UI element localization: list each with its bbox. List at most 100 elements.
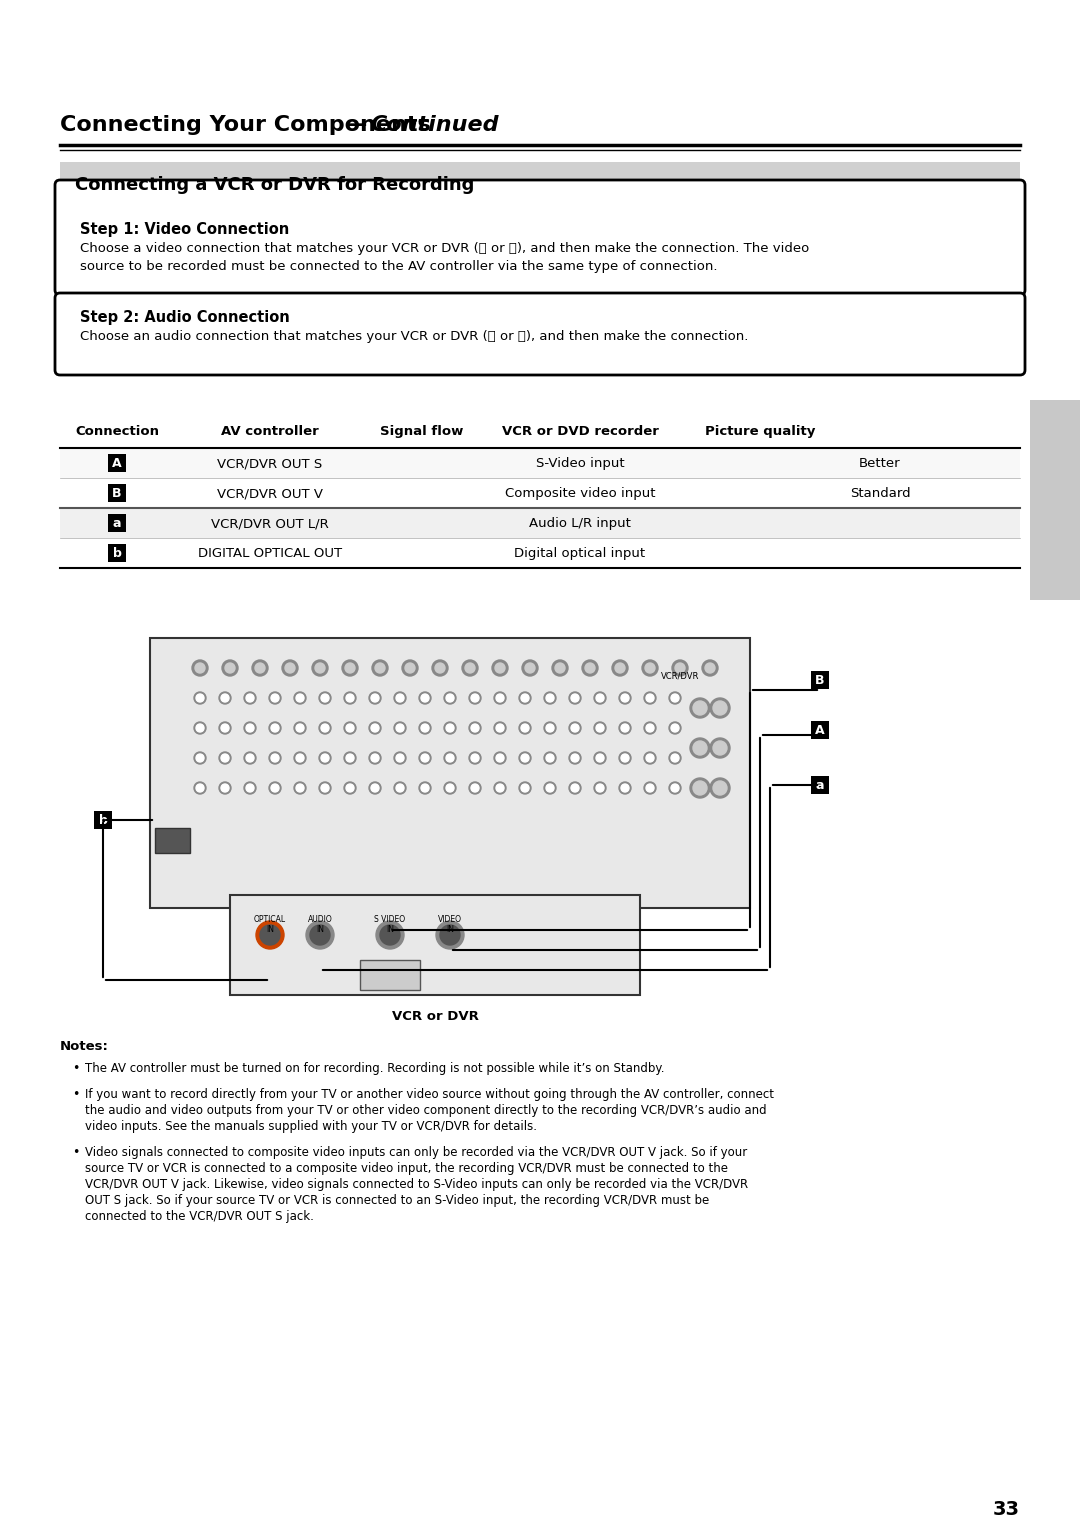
Text: VCR/DVR OUT V jack. Likewise, video signals connected to S-Video inputs can only: VCR/DVR OUT V jack. Likewise, video sign… [85, 1178, 748, 1190]
Bar [60, 538, 1020, 568]
Circle shape [396, 784, 404, 792]
Circle shape [621, 724, 629, 732]
Text: b: b [112, 547, 121, 559]
Circle shape [646, 694, 654, 701]
Text: VCR/DVR: VCR/DVR [661, 671, 699, 680]
Circle shape [690, 738, 710, 758]
Circle shape [315, 663, 325, 672]
Circle shape [244, 782, 256, 795]
Circle shape [569, 752, 581, 764]
Circle shape [345, 723, 356, 733]
Circle shape [444, 752, 456, 764]
Bar [94, 811, 112, 830]
Text: Step 1: Video Connection: Step 1: Video Connection [80, 222, 289, 237]
Circle shape [644, 692, 656, 704]
Text: B: B [815, 674, 825, 686]
Bar [1030, 400, 1080, 601]
Circle shape [444, 723, 456, 733]
Text: —: — [345, 115, 367, 134]
Circle shape [221, 724, 229, 732]
Circle shape [244, 692, 256, 704]
Circle shape [369, 752, 381, 764]
Circle shape [446, 784, 454, 792]
Circle shape [296, 784, 303, 792]
Circle shape [375, 663, 384, 672]
Circle shape [219, 752, 231, 764]
Circle shape [646, 784, 654, 792]
Circle shape [619, 692, 631, 704]
Text: S VIDEO
IN: S VIDEO IN [375, 915, 406, 935]
Text: Choose an audio connection that matches your VCR or DVR (ⓐ or ⓑ), and then make : Choose an audio connection that matches … [80, 330, 748, 342]
Circle shape [296, 694, 303, 701]
Circle shape [621, 784, 629, 792]
Circle shape [519, 782, 531, 795]
Circle shape [246, 694, 254, 701]
Circle shape [345, 692, 356, 704]
Circle shape [710, 698, 730, 718]
Circle shape [369, 692, 381, 704]
Text: Better: Better [860, 457, 901, 471]
Bar [150, 639, 750, 908]
Circle shape [544, 752, 556, 764]
Text: source TV or VCR is connected to a composite video input, the recording VCR/DVR : source TV or VCR is connected to a compo… [85, 1161, 728, 1175]
Circle shape [713, 701, 727, 715]
Text: Step 2: Audio Connection: Step 2: Audio Connection [80, 310, 289, 325]
Circle shape [713, 781, 727, 795]
Circle shape [369, 723, 381, 733]
Circle shape [195, 694, 204, 701]
Circle shape [462, 660, 478, 675]
Text: Audio L/R input: Audio L/R input [529, 516, 631, 530]
Bar [360, 960, 420, 990]
Circle shape [494, 782, 507, 795]
Circle shape [195, 784, 204, 792]
Circle shape [372, 724, 379, 732]
Circle shape [645, 663, 654, 672]
Circle shape [544, 692, 556, 704]
Circle shape [405, 663, 415, 672]
Circle shape [621, 694, 629, 701]
Circle shape [310, 924, 330, 944]
Circle shape [546, 724, 554, 732]
Circle shape [435, 663, 445, 672]
Circle shape [372, 753, 379, 762]
Circle shape [469, 782, 481, 795]
Circle shape [194, 782, 206, 795]
Circle shape [671, 694, 679, 701]
Circle shape [644, 752, 656, 764]
Circle shape [296, 724, 303, 732]
Circle shape [192, 660, 208, 675]
Bar [60, 448, 1020, 478]
Bar [811, 671, 829, 689]
Circle shape [471, 724, 480, 732]
Circle shape [255, 663, 265, 672]
Circle shape [252, 660, 268, 675]
Circle shape [646, 724, 654, 732]
Circle shape [342, 660, 357, 675]
Text: AUDIO
IN: AUDIO IN [308, 915, 333, 935]
Circle shape [432, 660, 448, 675]
Circle shape [219, 782, 231, 795]
Text: If you want to record directly from your TV or another video source without goin: If you want to record directly from your… [85, 1088, 774, 1102]
Circle shape [569, 723, 581, 733]
Circle shape [346, 753, 354, 762]
Circle shape [669, 692, 681, 704]
Circle shape [444, 692, 456, 704]
Circle shape [294, 723, 306, 733]
Circle shape [690, 698, 710, 718]
Circle shape [271, 784, 279, 792]
Circle shape [419, 782, 431, 795]
FancyBboxPatch shape [55, 180, 1025, 295]
Circle shape [296, 753, 303, 762]
Text: •: • [72, 1088, 79, 1102]
Circle shape [346, 724, 354, 732]
Circle shape [419, 752, 431, 764]
Circle shape [440, 924, 460, 944]
Circle shape [372, 784, 379, 792]
Circle shape [669, 782, 681, 795]
Circle shape [421, 784, 429, 792]
Circle shape [675, 663, 685, 672]
Circle shape [519, 752, 531, 764]
Bar [108, 454, 126, 472]
Circle shape [644, 782, 656, 795]
Circle shape [612, 660, 627, 675]
